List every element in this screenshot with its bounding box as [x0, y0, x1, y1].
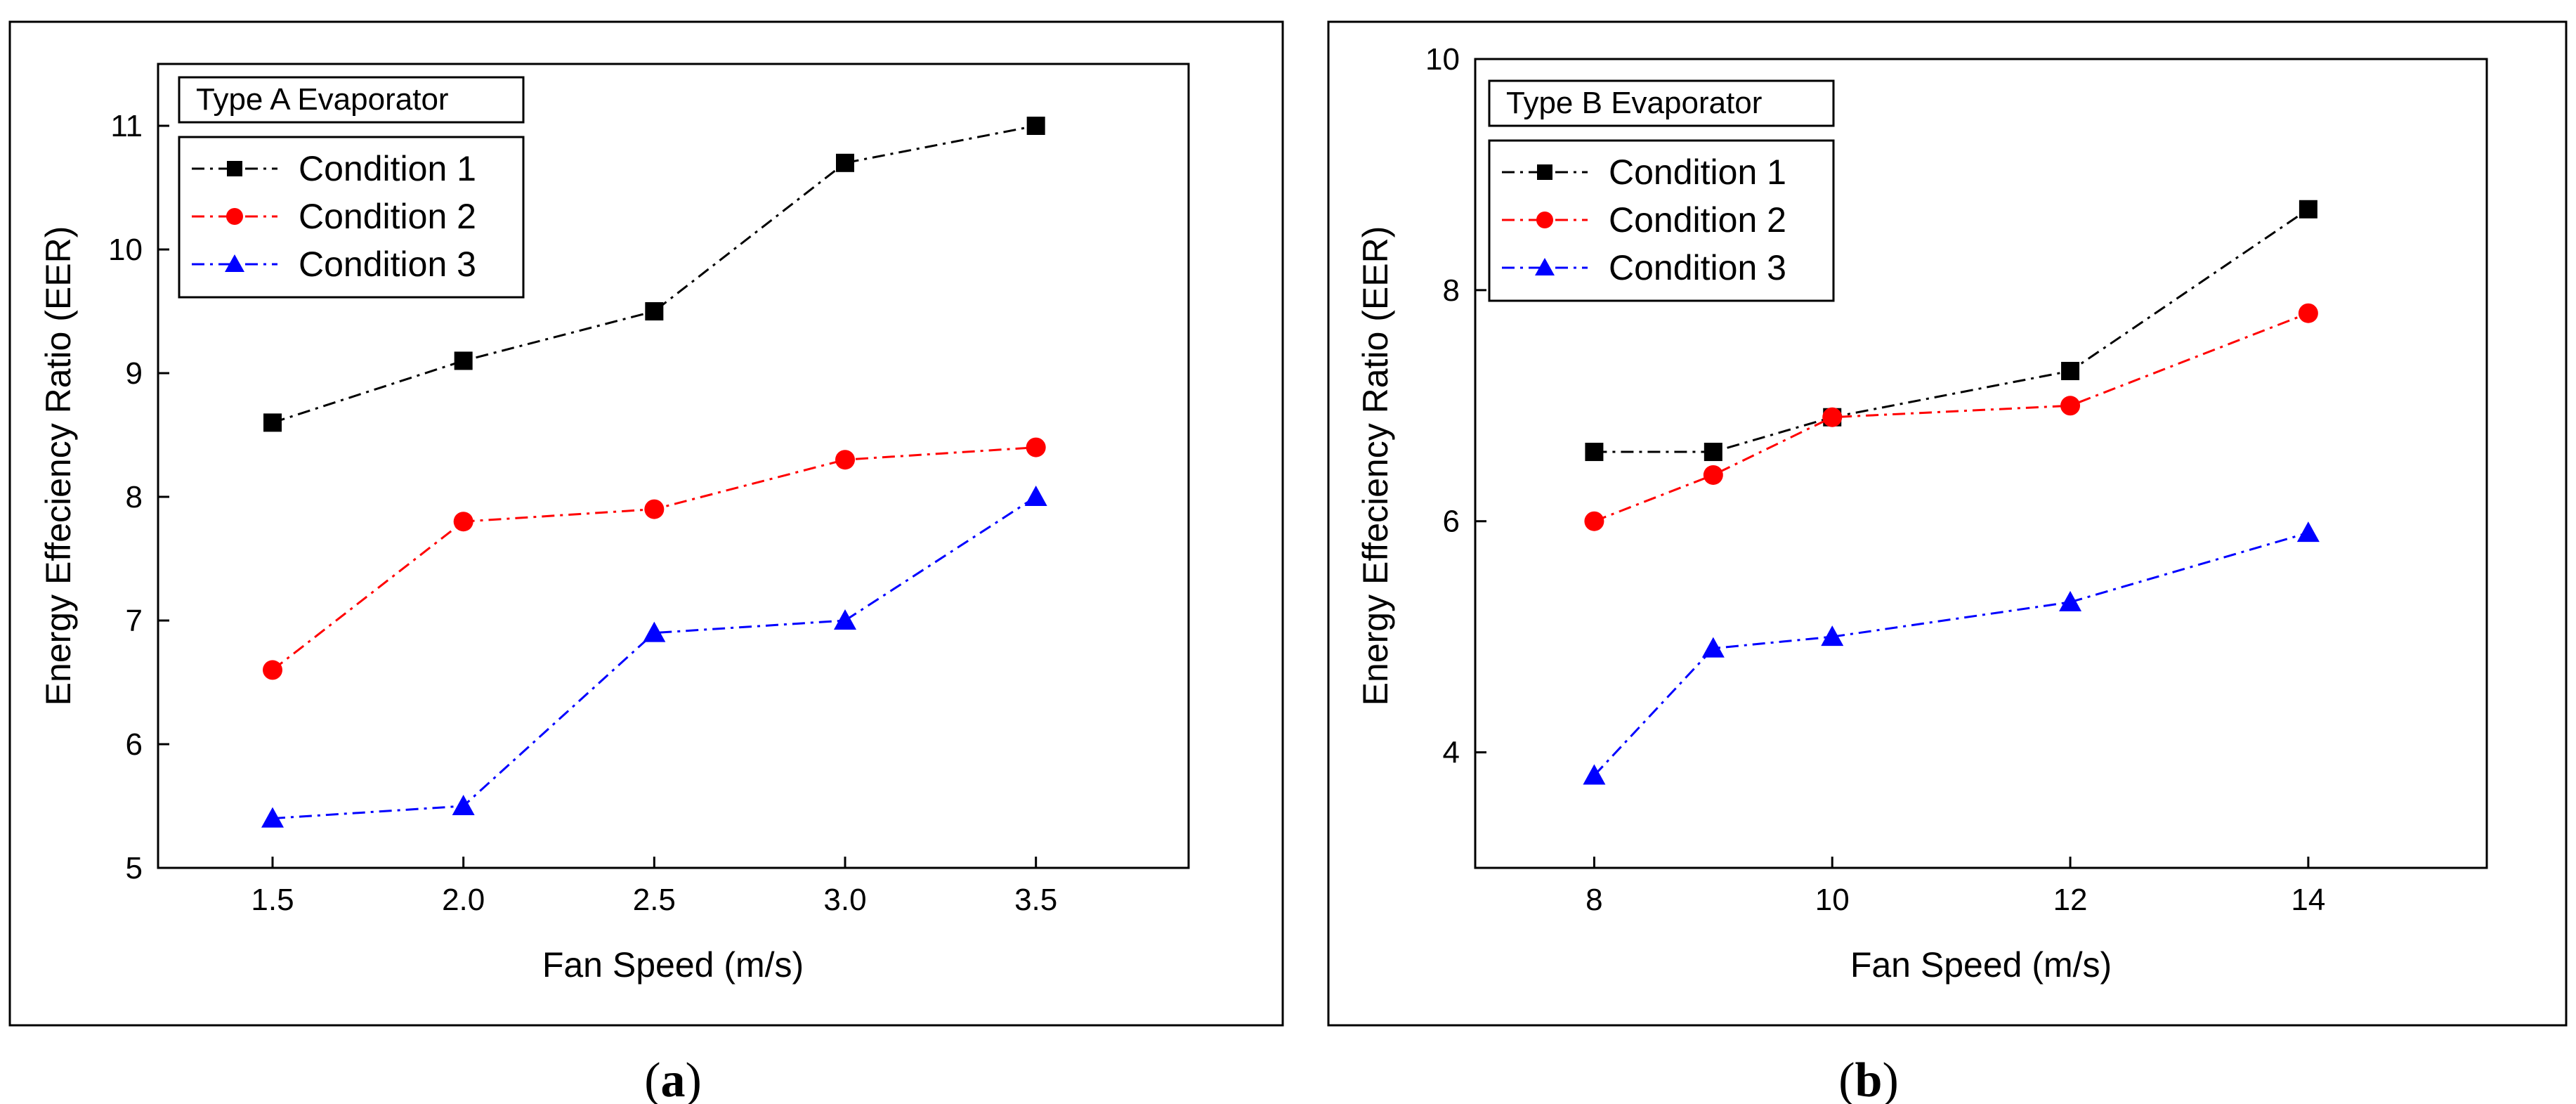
panel-a-series-1-point [263, 413, 282, 432]
panel-a-series-3-point [834, 609, 856, 630]
panel-b-legend-title: Type B Evaporator [1506, 86, 1762, 120]
panel-a-ytick-label: 10 [108, 233, 143, 267]
panel-b-series-2-point [1703, 465, 1723, 485]
panel-b-legend-label: Condition 3 [1609, 248, 1786, 287]
panel-b-legend-label: Condition 2 [1609, 200, 1786, 240]
panel-a-ytick-label: 6 [126, 727, 143, 762]
panel-a-ytick-label: 9 [126, 356, 143, 391]
panel-b-plot-area [1474, 58, 2488, 869]
panel-b-series-3-point [2059, 590, 2082, 611]
panel-b-ytick-label: 8 [1443, 273, 1460, 308]
panel-b-ytick-label: 4 [1443, 736, 1460, 770]
panel-a-ylabel: Energy Effeciency Ratio (EER) [39, 226, 78, 706]
caption-b: (b) [1838, 1053, 1899, 1104]
panel-b-series-2-point [1584, 511, 1604, 531]
panel-a-ytick-label: 7 [126, 604, 143, 638]
panel-b-xtick-label: 8 [1586, 883, 1602, 917]
caption-a-open: ( [644, 1053, 660, 1104]
panel-b-series-2-point [1822, 407, 1843, 427]
panel-a-legend-marker [225, 254, 244, 272]
panel-b-xtick-label: 10 [1815, 883, 1850, 917]
panel-b-series-1-point [1585, 443, 1604, 462]
caption-a: (a) [644, 1053, 702, 1104]
panel-a-xtick-label: 3.5 [1014, 883, 1057, 917]
panel-b-legend-marker [1537, 164, 1552, 180]
caption-b-open: ( [1838, 1053, 1855, 1104]
panel-b-legend-title-box [1488, 79, 1835, 127]
panel-b-series-3-point [1821, 625, 1844, 647]
panel-a-ytick-label: 8 [126, 480, 143, 514]
panel-a-plot-area [157, 63, 1190, 869]
panel-a-ytick-label: 5 [126, 851, 143, 885]
panel-a-ytick-label: 11 [110, 109, 143, 143]
panel-b-ytick-label: 6 [1443, 505, 1460, 539]
panel-a-series-1-line [272, 124, 1036, 424]
panel-a-series-3-point [452, 795, 475, 815]
panel-b-ytick-label: 10 [1425, 42, 1460, 77]
panel-a-series-2-point [1026, 437, 1046, 457]
panel-b-series-3-point [2296, 521, 2320, 543]
caption-b-letter: b [1855, 1053, 1883, 1104]
panel-a-xtick-label: 3.0 [823, 883, 866, 917]
panel-b-ylabel: Energy Effeciency Ratio (EER) [1356, 226, 1395, 706]
panel-b-series-1-point [2061, 361, 2080, 380]
panel-b-xtick-label: 14 [2291, 883, 2325, 917]
panel-a-series-1-point [645, 302, 664, 320]
panel-b-xtick-label: 12 [2053, 883, 2088, 917]
panel-a-xlabel: Fan Speed (m/s) [542, 945, 804, 985]
panel-a-xtick-label: 2.5 [633, 883, 676, 917]
caption-b-close: ) [1882, 1053, 1898, 1104]
panel-b-legend-label: Condition 1 [1609, 152, 1786, 192]
panel-a-legend-title-box [178, 76, 525, 124]
panel-b-legend-marker [1535, 258, 1555, 275]
panel-b-series-1-point [1704, 443, 1722, 462]
panel-a-series-3-point [261, 807, 284, 828]
panel-a-series-3-line [272, 495, 1037, 820]
panel-b-xlabel: Fan Speed (m/s) [1850, 945, 2112, 985]
panel-a-series-2-point [644, 499, 665, 519]
panel-a-content: 1.5 2.0 2.5 3.0 3.5 5 6 7 8 9 10 11 Type A Evaporato… [108, 76, 1057, 917]
panel-a-series-1-point [836, 153, 854, 172]
panel-a-series-2-point [453, 512, 473, 532]
panel-b-legend-marker [1536, 212, 1553, 228]
panel-b-series-3-point [1583, 764, 1606, 785]
panel-b-series-2-point [2060, 396, 2081, 416]
panel-a-series-1-point [454, 351, 473, 370]
panel-a-xtick-label: 1.5 [251, 883, 294, 917]
panel-a-series-2-point [263, 660, 282, 680]
caption-a-letter: a [661, 1053, 686, 1104]
caption-a-close: ) [686, 1053, 702, 1104]
panel-a-series-2-point [835, 450, 855, 470]
panel-a-legend-title: Type A Evaporator [196, 82, 449, 117]
panel-a-legend-label: Condition 3 [299, 245, 476, 284]
panel-a-legend-marker [227, 161, 242, 176]
panel-b-series-2-point [2298, 303, 2318, 323]
panel-b-series-1-point [2299, 200, 2317, 219]
panel-b-content: 8 10 12 14 4 6 8 10 Type B Evaporator Condition 1… [1425, 42, 2325, 917]
panel-a-series-3-point [1024, 486, 1047, 506]
panel-b-series-3-point [1701, 637, 1725, 658]
panel-a-series-3-point [643, 621, 666, 642]
panel-a-series-1-point [1026, 117, 1045, 135]
panel-a-xtick-label: 2.0 [442, 883, 485, 917]
panel-a-legend-label: Condition 1 [299, 149, 476, 188]
panel-a-legend-marker [226, 208, 243, 225]
panel-a-legend-label: Condition 2 [299, 197, 476, 236]
